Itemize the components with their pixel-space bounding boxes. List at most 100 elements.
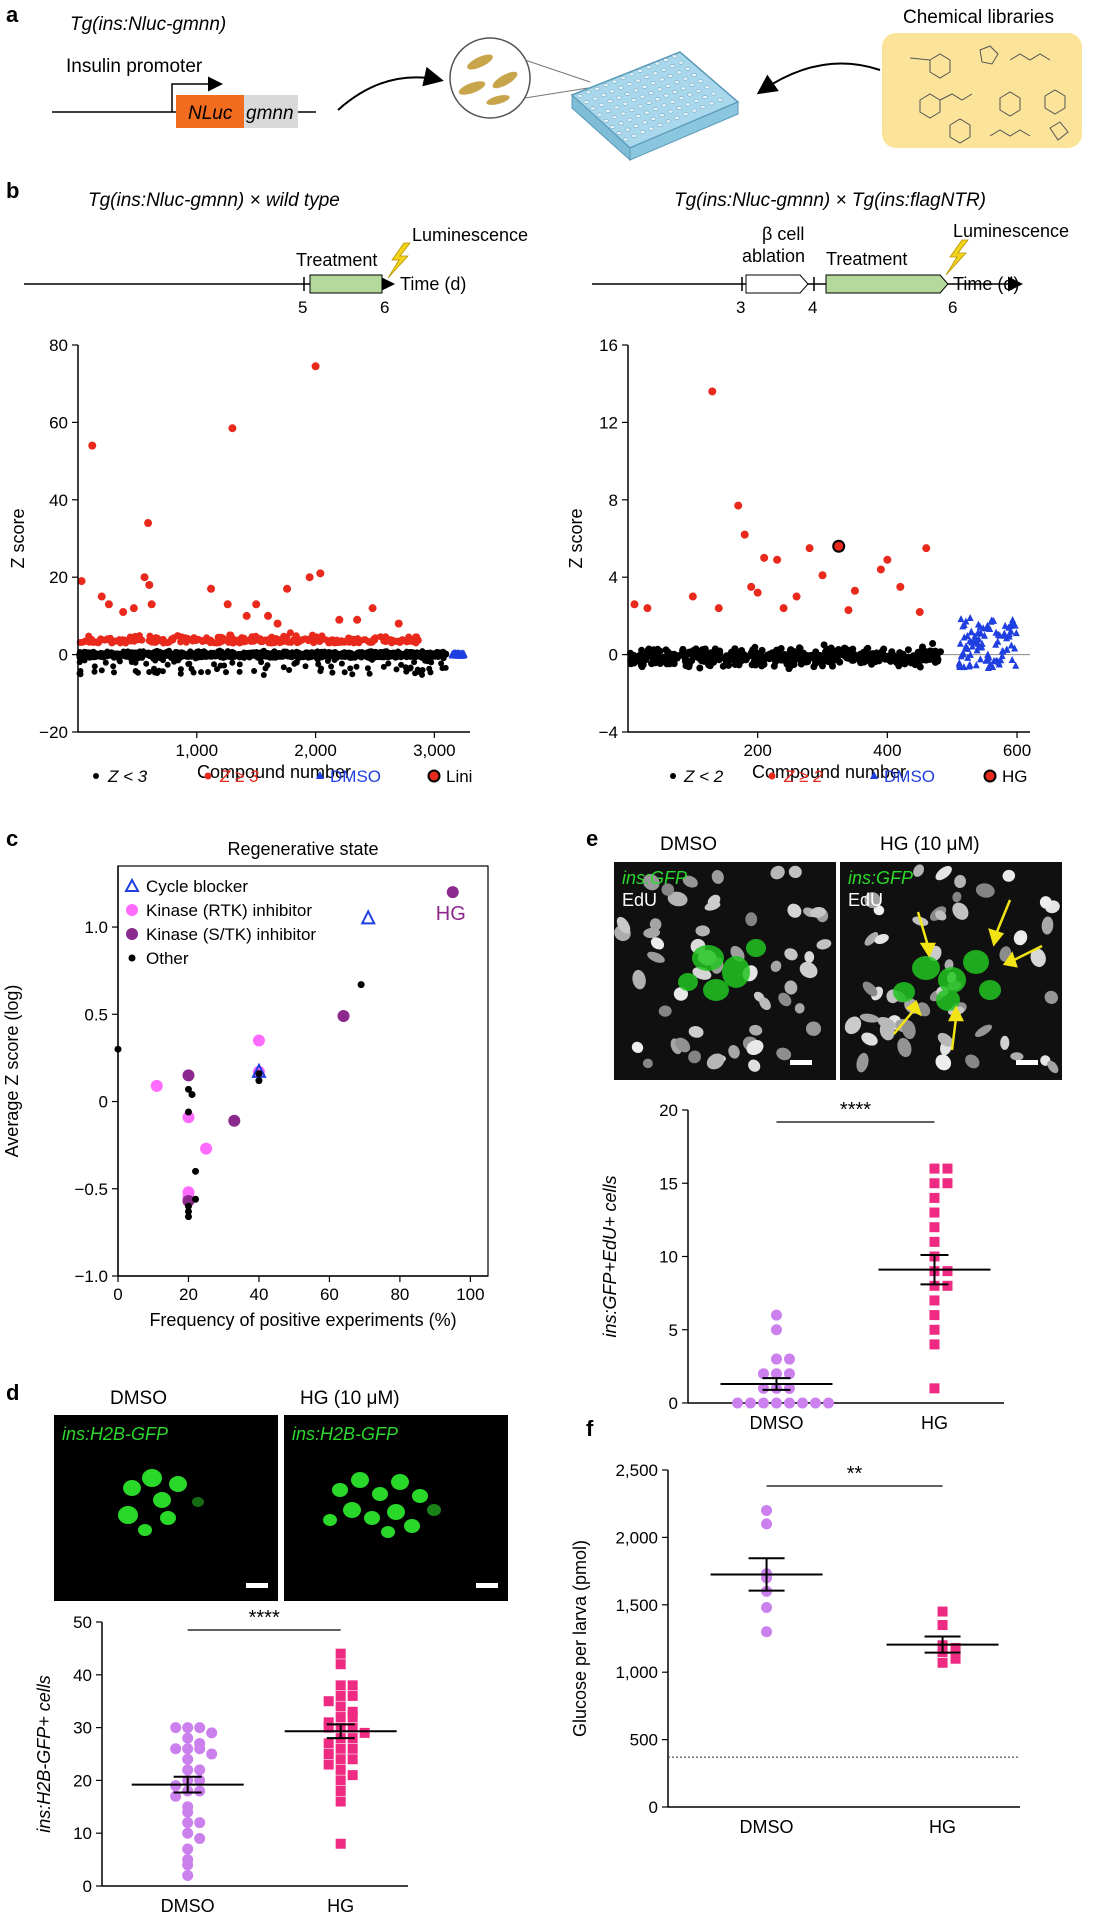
b-left-point-z-lt-3 bbox=[139, 650, 146, 657]
b-left-point-z-lt-3 bbox=[177, 666, 184, 673]
edu-nucleus bbox=[816, 939, 832, 950]
b-right-point-z-lt-2 bbox=[860, 650, 868, 658]
d-point-hg bbox=[335, 1796, 346, 1807]
b-right-title: Tg(ins:Nluc-gmnn) × Tg(ins:flagNTR) bbox=[674, 190, 986, 211]
d-point-hg bbox=[347, 1743, 358, 1754]
b-right-point-z-lt-2 bbox=[830, 651, 838, 659]
x-category-label: HG bbox=[327, 1896, 354, 1916]
y-tick-label: 5 bbox=[669, 1321, 678, 1340]
plate-well bbox=[637, 68, 644, 73]
b-left-point-z-lt-3 bbox=[312, 649, 319, 656]
panel-b-label: b bbox=[6, 178, 19, 203]
d-point-dmso bbox=[170, 1780, 182, 1792]
b-left-point-z-lt-3 bbox=[392, 650, 399, 657]
b-right-point-dmso bbox=[957, 615, 965, 623]
panel-b: b Tg(ins:Nluc-gmnn) × wild type Treatmen… bbox=[6, 178, 1069, 786]
b-right-point-z-lt-2 bbox=[878, 647, 886, 655]
plate-well bbox=[592, 96, 598, 101]
b-left-point-z-lt-3 bbox=[236, 668, 243, 675]
d-point-dmso bbox=[194, 1764, 206, 1776]
b-left-point-z-lt-3 bbox=[241, 650, 248, 657]
b-left-point-hit bbox=[223, 600, 232, 609]
b-left-point-z-ge-3 bbox=[289, 637, 297, 645]
e-point-dmso bbox=[822, 1397, 834, 1409]
edu-nucleus bbox=[759, 997, 771, 1011]
b-left-point-z-ge-3 bbox=[310, 639, 318, 647]
b-left-point-hit bbox=[273, 619, 282, 628]
promoter-label: Insulin promoter bbox=[66, 56, 203, 77]
zoom-line-2 bbox=[524, 87, 589, 99]
b-left-point-hit bbox=[77, 577, 86, 586]
b-right-point-z-lt-2 bbox=[823, 645, 831, 653]
plate-well bbox=[641, 84, 648, 89]
e-yellow-arrows bbox=[893, 899, 1043, 1051]
plate-well bbox=[676, 70, 682, 75]
d-point-hg bbox=[335, 1764, 346, 1775]
b-left-point-z-lt-3 bbox=[393, 666, 400, 673]
plate-well bbox=[704, 85, 710, 90]
edu-nucleus bbox=[728, 1045, 740, 1059]
b-right-point-z-ge-2 bbox=[915, 608, 924, 617]
y-tick-label: 80 bbox=[49, 336, 68, 355]
d-image-label-dmso: DMSO bbox=[110, 1388, 167, 1409]
plate-well bbox=[671, 54, 678, 59]
b-left-point-z-ge-3 bbox=[198, 637, 206, 644]
plate-well bbox=[661, 67, 667, 72]
b-right-point-z-lt-2 bbox=[697, 657, 705, 665]
d-point-hg bbox=[347, 1722, 358, 1733]
e-point-hg bbox=[929, 1295, 940, 1306]
y-tick-label: 500 bbox=[630, 1731, 658, 1750]
b-right-point-z-lt-2 bbox=[748, 661, 756, 669]
b-right-point-z-lt-2 bbox=[703, 653, 711, 661]
promoter-arrow bbox=[171, 76, 223, 112]
b-left-point-z-ge-3 bbox=[388, 637, 396, 645]
e-gfp-cells-hg bbox=[893, 950, 1001, 1011]
b-right-point-z-lt-2 bbox=[770, 662, 778, 670]
d-point-dmso bbox=[182, 1869, 194, 1881]
b-right-point-z-lt-2 bbox=[638, 646, 646, 654]
b-right-point-z-lt-2 bbox=[648, 660, 656, 668]
e-point-dmso bbox=[770, 1353, 782, 1365]
c-point-other bbox=[184, 1207, 192, 1215]
edu-nucleus bbox=[844, 1016, 862, 1035]
b-left-point-z-lt-3 bbox=[264, 652, 271, 658]
b-left-point-hit bbox=[368, 604, 377, 613]
b-right-point-dmso bbox=[971, 632, 979, 640]
b-right-point-z-lt-2 bbox=[653, 647, 661, 655]
plate-well bbox=[652, 107, 659, 111]
c-point-rtk bbox=[200, 1142, 213, 1155]
b-left-point-z-lt-3 bbox=[111, 669, 117, 676]
plate-well bbox=[691, 73, 697, 77]
legend-dot-lini bbox=[427, 769, 441, 783]
b-left-point-z-lt-3 bbox=[294, 651, 301, 658]
b-right-point-z-lt-2 bbox=[819, 662, 826, 670]
b-left-point-z-lt-3 bbox=[116, 658, 123, 665]
b-left-point-z-lt-3 bbox=[382, 649, 389, 656]
x-tick-label: 400 bbox=[873, 741, 901, 760]
edu-nucleus bbox=[748, 1059, 761, 1072]
b-left-point-hit bbox=[140, 573, 149, 582]
edu-nucleus bbox=[749, 1024, 763, 1036]
legend-zge3: Z ≥ 3 bbox=[219, 767, 259, 786]
b-left-point-z-lt-3 bbox=[164, 651, 170, 657]
b-left-point-z-lt-3 bbox=[236, 661, 243, 668]
plate-well bbox=[637, 104, 644, 109]
b-left-point-z-lt-3 bbox=[223, 669, 229, 676]
edu-nucleus bbox=[746, 1039, 764, 1056]
edu-nucleus bbox=[711, 870, 724, 884]
b-right-point-z-lt-2 bbox=[630, 652, 638, 659]
plate-well bbox=[646, 100, 652, 105]
b-left-point-z-lt-3 bbox=[102, 659, 109, 666]
y-tick-label: −1.0 bbox=[74, 1267, 108, 1286]
f-point-hg bbox=[937, 1606, 948, 1617]
edu-nucleus bbox=[937, 1032, 954, 1047]
edu-nucleus bbox=[643, 927, 661, 939]
edu-nucleus bbox=[902, 1020, 916, 1040]
plate-well bbox=[628, 72, 635, 77]
b-left-point-z-ge-3 bbox=[79, 638, 87, 646]
b-right-point-z-lt-2 bbox=[637, 652, 645, 660]
e-point-hg bbox=[929, 1192, 940, 1203]
b-left-point-z-lt-3 bbox=[91, 668, 98, 675]
d-point-hg bbox=[323, 1759, 334, 1770]
flow-arrow-1 bbox=[337, 66, 444, 111]
